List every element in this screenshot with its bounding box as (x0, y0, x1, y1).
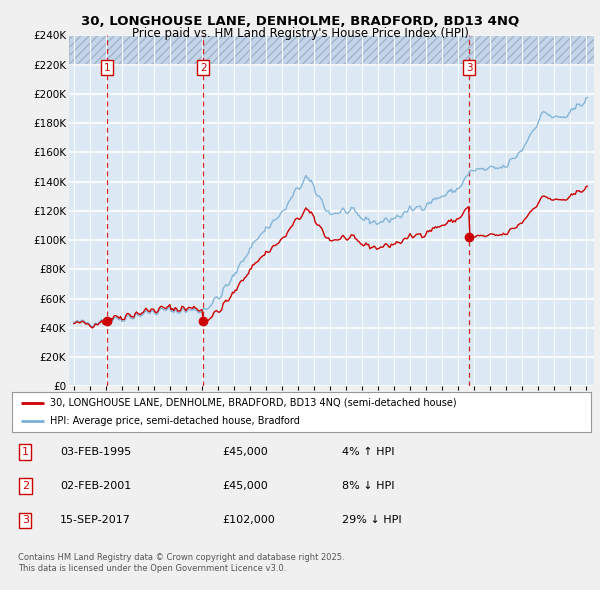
Text: 03-FEB-1995: 03-FEB-1995 (60, 447, 131, 457)
Text: 30, LONGHOUSE LANE, DENHOLME, BRADFORD, BD13 4NQ: 30, LONGHOUSE LANE, DENHOLME, BRADFORD, … (81, 15, 519, 28)
Bar (69, 35, 594, 65)
Text: 3: 3 (22, 516, 29, 525)
Text: HPI: Average price, semi-detached house, Bradford: HPI: Average price, semi-detached house,… (50, 416, 299, 426)
Text: 29% ↓ HPI: 29% ↓ HPI (342, 516, 401, 525)
Text: 8% ↓ HPI: 8% ↓ HPI (342, 481, 395, 491)
Text: 2: 2 (200, 63, 206, 73)
Text: £45,000: £45,000 (222, 447, 268, 457)
Text: Price paid vs. HM Land Registry's House Price Index (HPI): Price paid vs. HM Land Registry's House … (131, 27, 469, 40)
Text: 2: 2 (22, 481, 29, 491)
Text: 1: 1 (104, 63, 110, 73)
Text: £102,000: £102,000 (222, 516, 275, 525)
Text: 4% ↑ HPI: 4% ↑ HPI (342, 447, 395, 457)
Text: 30, LONGHOUSE LANE, DENHOLME, BRADFORD, BD13 4NQ (semi-detached house): 30, LONGHOUSE LANE, DENHOLME, BRADFORD, … (50, 398, 456, 408)
Text: Contains HM Land Registry data © Crown copyright and database right 2025.
This d: Contains HM Land Registry data © Crown c… (18, 553, 344, 573)
Text: 15-SEP-2017: 15-SEP-2017 (60, 516, 131, 525)
Text: 3: 3 (466, 63, 473, 73)
Text: £45,000: £45,000 (222, 481, 268, 491)
Text: 02-FEB-2001: 02-FEB-2001 (60, 481, 131, 491)
Text: 1: 1 (22, 447, 29, 457)
